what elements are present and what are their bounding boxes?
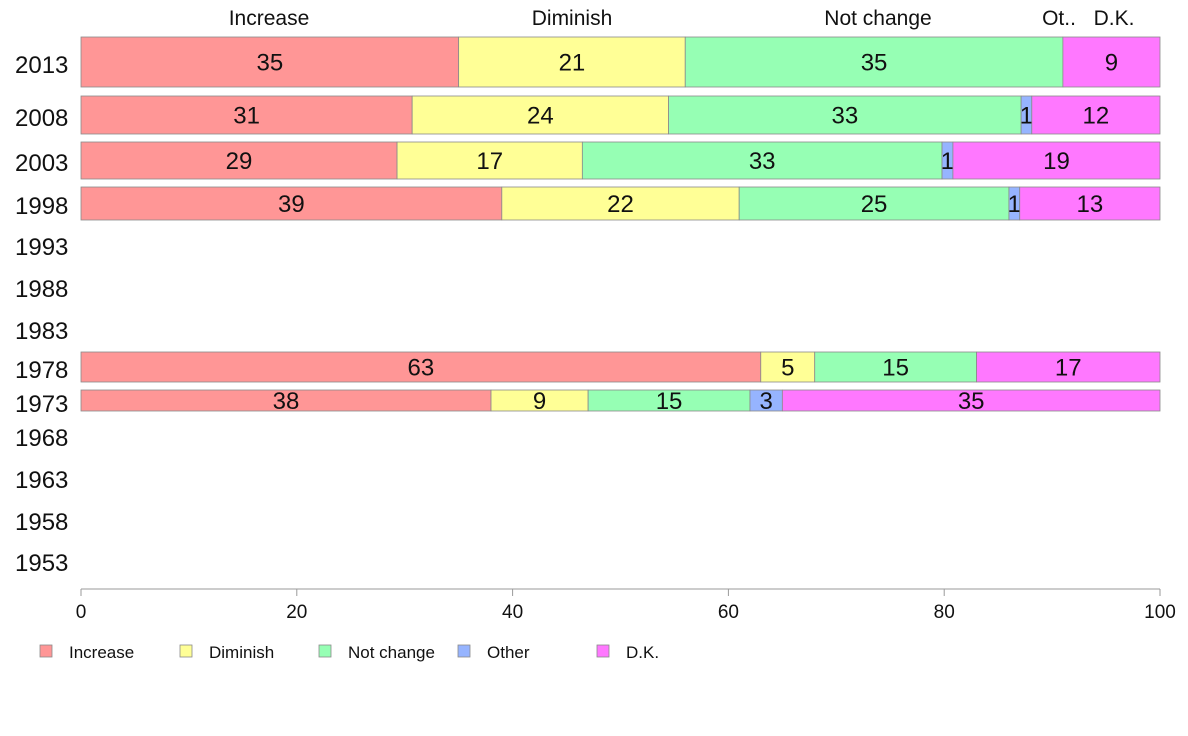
year-label-1993: 1993: [15, 234, 68, 261]
year-label-2013: 2013: [15, 52, 68, 79]
year-label-1983: 1983: [15, 318, 68, 345]
legend-label-d-k: D.K.: [626, 643, 659, 662]
bar-segment-diminish-2013: [458, 36, 686, 88]
bar-segment-diminish-1998: [501, 186, 740, 221]
year-label-1988: 1988: [15, 276, 68, 303]
year-label-1963: 1963: [15, 467, 68, 494]
data-label-not-change-2008: 33: [831, 103, 858, 130]
data-label-d-k-1998: 13: [1077, 191, 1104, 218]
data-label-increase-2008: 31: [233, 103, 260, 130]
data-label-other-1973: 3: [759, 388, 772, 415]
data-label-increase-2013: 35: [256, 50, 283, 77]
data-label-diminish-2008: 24: [527, 103, 554, 130]
bar-segment-diminish-2003: [396, 141, 583, 180]
bar-segment-d-k-2008: [1031, 95, 1161, 135]
bar-segment-increase-1978: [80, 351, 762, 383]
legend-label-other: Other: [487, 643, 530, 662]
column-header-d-k: D.K.: [1094, 7, 1135, 30]
bar-segment-not-change-1978: [814, 351, 977, 383]
data-label-other-2008: 1: [1020, 103, 1033, 130]
data-label-other-1998: 1: [1008, 191, 1021, 218]
bar-segment-d-k-1978: [976, 351, 1161, 383]
column-header-increase: Increase: [229, 7, 310, 30]
x-tick-label-80: 80: [934, 602, 955, 623]
bar-row-1998: 39 22 25 1 13: [80, 186, 1161, 221]
data-label-d-k-2003: 19: [1043, 148, 1070, 175]
data-label-not-change-2003: 33: [749, 148, 776, 175]
data-label-d-k-2013: 9: [1105, 50, 1118, 77]
bar-row-2013: 35 21 35 9: [80, 36, 1161, 88]
x-axis: 0 20 40 60 80 100: [76, 588, 1176, 623]
data-label-d-k-1973: 35: [958, 388, 985, 415]
bar-segment-d-k-2003: [952, 141, 1161, 180]
year-label-1973: 1973: [15, 391, 68, 418]
year-label-1968: 1968: [15, 425, 68, 452]
column-headers: Increase Diminish Not change Ot.. D.K.: [229, 7, 1135, 30]
legend-swatch-not-change: [318, 644, 332, 658]
bar-segment-d-k-2013: [1062, 36, 1161, 88]
legend-swatch-other: [457, 644, 471, 658]
data-label-not-change-1998: 25: [861, 191, 888, 218]
column-header-not-change: Not change: [824, 7, 931, 30]
x-tick-label-20: 20: [286, 602, 307, 623]
bar-row-1978: 63 5 15 17: [80, 351, 1161, 383]
x-tick-label-60: 60: [718, 602, 739, 623]
year-label-1978: 1978: [15, 357, 68, 384]
bar-segment-diminish-1978: [760, 351, 816, 383]
x-tick-label-0: 0: [76, 602, 87, 623]
legend-swatch-increase: [39, 644, 53, 658]
bar-segment-increase-2013: [80, 36, 460, 88]
data-label-increase-2003: 29: [226, 148, 253, 175]
bar-segment-not-change-2003: [581, 141, 943, 180]
legend-swatch-diminish: [179, 644, 193, 658]
data-label-diminish-2013: 21: [559, 50, 586, 77]
year-label-1998: 1998: [15, 193, 68, 220]
data-label-increase-1973: 38: [273, 388, 300, 415]
column-header-diminish: Diminish: [532, 7, 613, 30]
bar-row-2008: 31 24 33 1 12: [80, 95, 1161, 135]
data-label-diminish-1978: 5: [781, 355, 794, 382]
bar-segment-d-k-1998: [1019, 186, 1161, 221]
legend-label-not-change: Not change: [348, 643, 435, 662]
bar-segment-diminish-2008: [411, 95, 669, 135]
data-label-diminish-1973: 9: [533, 388, 546, 415]
data-label-d-k-1978: 17: [1055, 355, 1082, 382]
legend: Increase Diminish Not change Other D.K.: [39, 643, 659, 662]
x-tick-label-100: 100: [1144, 602, 1176, 623]
legend-label-diminish: Diminish: [209, 643, 274, 662]
data-label-not-change-1978: 15: [882, 355, 909, 382]
data-label-increase-1998: 39: [278, 191, 305, 218]
bar-segment-increase-2008: [80, 95, 413, 135]
legend-label-increase: Increase: [69, 643, 134, 662]
year-label-1958: 1958: [15, 509, 68, 536]
bar-segment-d-k-1973: [781, 389, 1161, 412]
data-label-d-k-2008: 12: [1083, 103, 1110, 130]
data-label-other-2003: 1: [941, 148, 954, 175]
legend-swatch-d-k: [596, 644, 610, 658]
data-label-increase-1978: 63: [408, 355, 435, 382]
data-label-diminish-2003: 17: [476, 148, 503, 175]
bar-segment-not-change-2013: [684, 36, 1064, 88]
bar-row-1973: 38 9 15 3 35: [80, 388, 1161, 415]
bar-segment-increase-2003: [80, 141, 398, 180]
year-label-2003: 2003: [15, 150, 68, 177]
data-label-not-change-2013: 35: [861, 50, 888, 77]
column-header-ot: Ot..: [1042, 7, 1076, 30]
year-label-1953: 1953: [15, 550, 68, 577]
year-label-2008: 2008: [15, 105, 68, 132]
data-label-not-change-1973: 15: [656, 388, 683, 415]
bar-segment-not-change-2008: [668, 95, 1022, 135]
x-tick-label-40: 40: [502, 602, 523, 623]
bar-segment-increase-1998: [80, 186, 503, 221]
bar-row-2003: 29 17 33 1 19: [80, 141, 1161, 180]
bar-segment-not-change-1998: [738, 186, 1010, 221]
data-label-diminish-1998: 22: [607, 191, 634, 218]
